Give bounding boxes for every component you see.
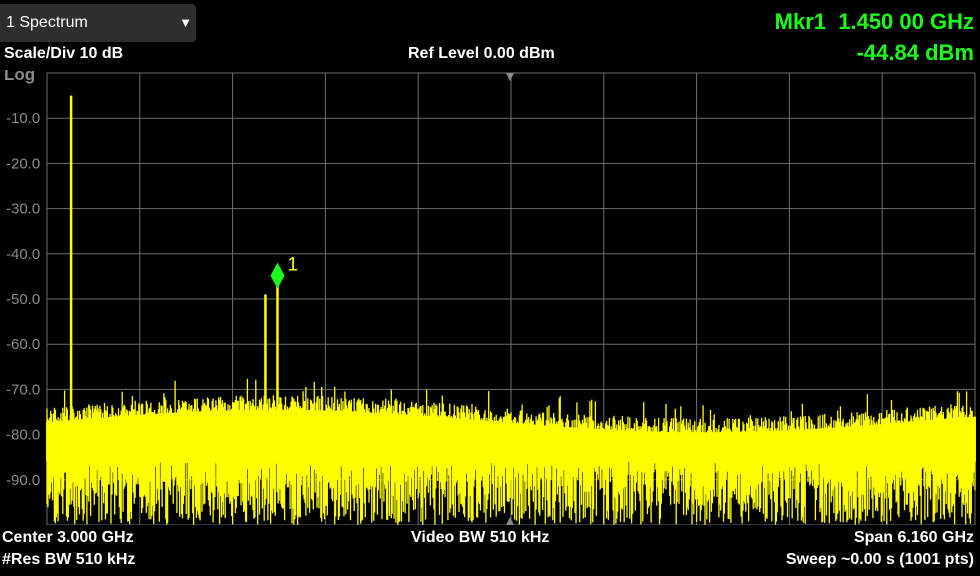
scale-per-div-label: Scale/Div 10 dB: [4, 45, 124, 62]
y-tick-label: -90.0: [6, 472, 40, 489]
marker-1[interactable]: 1: [270, 255, 298, 289]
window-selector-label: 1 Spectrum: [6, 14, 88, 31]
span-label: Span 6.160 GHz: [853, 529, 974, 546]
noise-band: [46, 409, 976, 462]
y-tick-label: -10.0: [6, 110, 40, 127]
sweep-info: Sweep ~0.00 s (1001 pts): [786, 551, 974, 569]
y-axis-tick-labels: -10.0 -20.0 -30.0 -40.0 -50.0 -60.0 -70.0 -80.0…: [6, 110, 40, 489]
sweep-points-label: (1001 pts): [899, 551, 974, 568]
ref-level-label: Ref Level 0.00 dBm: [408, 45, 555, 62]
y-tick-label: -70.0: [6, 381, 40, 398]
spectrum-plot[interactable]: Log -10.0-20.0-30.0-40.0-50.0-60.0-70.0-…: [0, 70, 980, 525]
spectrum-trace: [46, 95, 976, 525]
res-bw-label: #Res BW 510 kHz: [2, 551, 136, 568]
y-tick-label: -50.0: [6, 291, 40, 308]
y-tick-label: -20.0: [6, 155, 40, 172]
top-bar: 1 Spectrum ▼ Mkr1 1.450 00 GHz -44.84 dB…: [0, 0, 980, 70]
video-bw-label: Video BW 510 kHz: [411, 529, 550, 546]
center-frequency-label: Center 3.000 GHz: [2, 529, 134, 546]
y-tick-label: -60.0: [6, 336, 40, 353]
scale-type-label: Log: [4, 70, 35, 84]
y-tick-label: -30.0: [6, 201, 40, 218]
center-frequency-indicator-icon: [506, 517, 514, 525]
y-tick-label: -80.0: [6, 427, 40, 444]
y-tick-label: -40.0: [6, 246, 40, 263]
sweep-time-label: Sweep ~0.00 s: [785, 551, 895, 568]
window-selector-dropdown[interactable]: 1 Spectrum ▼: [0, 4, 196, 42]
chevron-down-icon[interactable]: ▼: [179, 15, 192, 30]
ref-level-indicator-icon: [506, 73, 514, 81]
marker-diamond-icon[interactable]: [270, 262, 285, 289]
marker-level-readout: -44.84 dBm: [856, 40, 974, 65]
marker-frequency-readout: Mkr1 1.450 00 GHz: [774, 9, 974, 34]
marker-number-label: 1: [287, 255, 298, 276]
